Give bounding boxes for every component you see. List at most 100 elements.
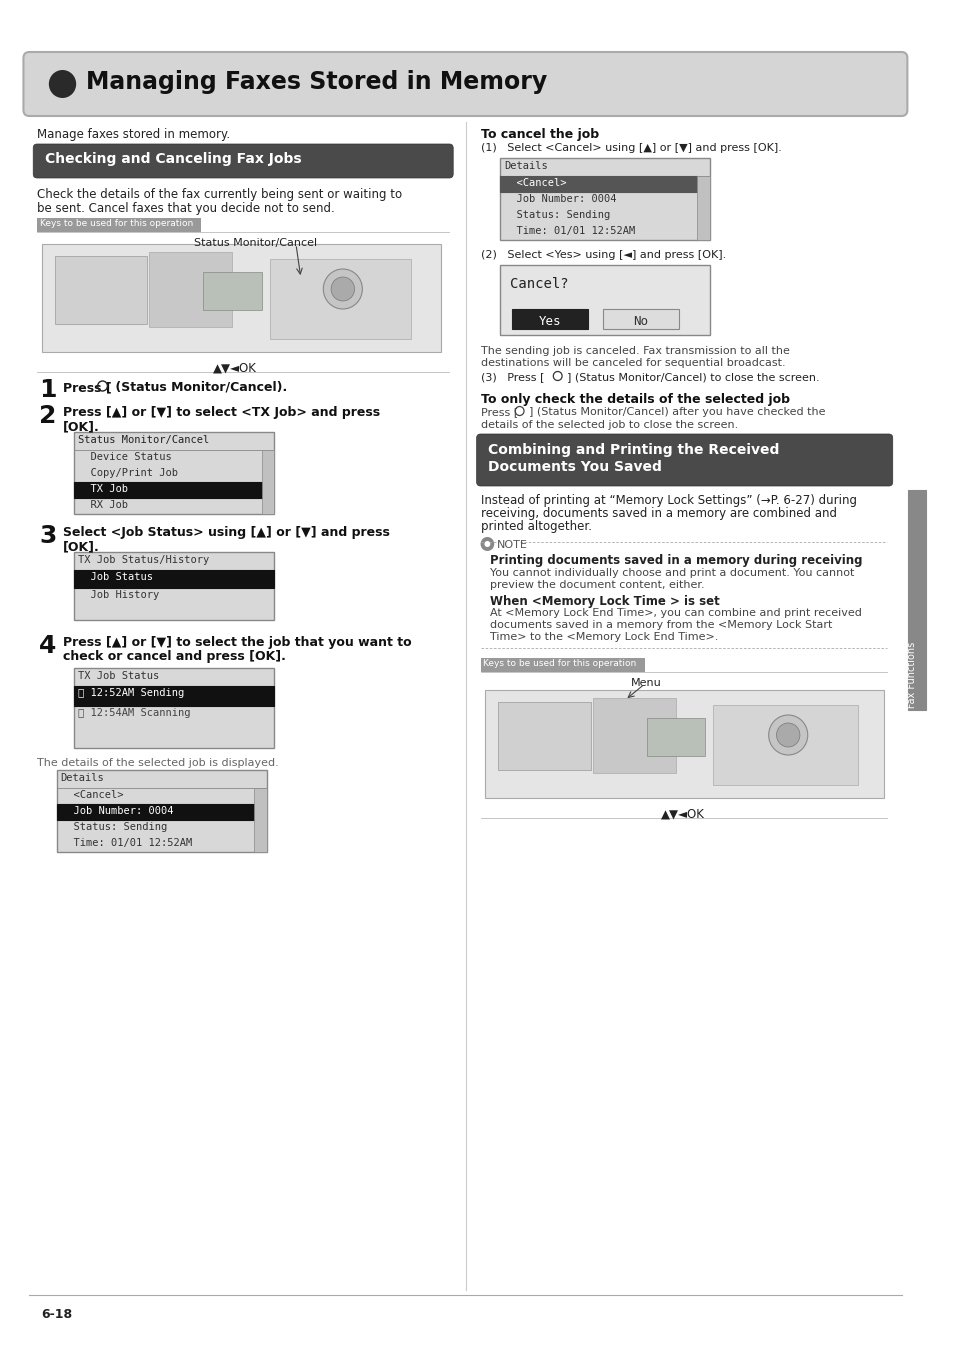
Text: Documents You Saved: Documents You Saved xyxy=(488,460,661,474)
Bar xyxy=(499,176,697,192)
Text: ⎙ 12:52AM Sending: ⎙ 12:52AM Sending xyxy=(78,688,184,698)
Bar xyxy=(261,450,274,514)
Text: (Status Monitor/Cancel).: (Status Monitor/Cancel). xyxy=(112,381,287,394)
Text: Job Number: 0004: Job Number: 0004 xyxy=(503,194,616,204)
Text: Press [: Press [ xyxy=(480,406,517,417)
Bar xyxy=(497,702,590,769)
Bar xyxy=(499,265,709,335)
Text: Press [▲] or [▼] to select the job that you want to: Press [▲] or [▼] to select the job that … xyxy=(63,636,411,649)
Bar xyxy=(499,158,709,240)
Text: Press [: Press [ xyxy=(63,381,112,394)
Text: 3: 3 xyxy=(39,524,56,548)
Circle shape xyxy=(331,277,355,301)
Text: 1: 1 xyxy=(39,378,56,402)
Bar xyxy=(74,482,261,498)
Circle shape xyxy=(323,269,362,309)
Bar xyxy=(602,309,679,329)
Text: Printing documents saved in a memory during receiving: Printing documents saved in a memory dur… xyxy=(490,554,862,567)
Text: TX Job: TX Job xyxy=(78,485,128,494)
Bar xyxy=(42,244,441,352)
Text: Job History: Job History xyxy=(78,590,159,599)
Text: Checking and Canceling Fax Jobs: Checking and Canceling Fax Jobs xyxy=(45,153,301,166)
Text: The sending job is canceled. Fax transmission to all the: The sending job is canceled. Fax transmi… xyxy=(480,346,788,356)
FancyBboxPatch shape xyxy=(476,433,892,486)
Text: The details of the selected job is displayed.: The details of the selected job is displ… xyxy=(37,757,278,768)
Text: Manage faxes stored in memory.: Manage faxes stored in memory. xyxy=(37,128,230,140)
Bar xyxy=(74,686,274,706)
Text: documents saved in a memory from the <Memory Lock Start: documents saved in a memory from the <Me… xyxy=(490,620,832,630)
Text: Menu: Menu xyxy=(631,678,661,688)
Text: Copy/Print Job: Copy/Print Job xyxy=(78,468,178,478)
Text: receiving, documents saved in a memory are combined and: receiving, documents saved in a memory a… xyxy=(480,508,836,520)
Bar xyxy=(480,657,644,672)
Bar xyxy=(270,259,411,339)
Text: Press [▲] or [▼] to select <TX Job> and press: Press [▲] or [▼] to select <TX Job> and … xyxy=(63,406,379,418)
Text: Status: Sending: Status: Sending xyxy=(503,211,610,220)
Text: ▲▼◄OK: ▲▼◄OK xyxy=(213,362,256,375)
Text: (3)   Press [: (3) Press [ xyxy=(480,373,543,382)
Text: Status: Sending: Status: Sending xyxy=(60,822,167,832)
Bar xyxy=(592,698,675,774)
Text: Details: Details xyxy=(60,774,104,783)
Text: Device Status: Device Status xyxy=(78,452,172,462)
Text: destinations will be canceled for sequential broadcast.: destinations will be canceled for sequen… xyxy=(480,358,784,369)
Text: You cannot individually choose and print a document. You cannot: You cannot individually choose and print… xyxy=(490,568,854,578)
Text: ] (Status Monitor/Cancel) to close the screen.: ] (Status Monitor/Cancel) to close the s… xyxy=(566,373,819,382)
FancyBboxPatch shape xyxy=(24,53,906,116)
Text: Status Monitor/Cancel: Status Monitor/Cancel xyxy=(78,435,209,446)
Bar xyxy=(56,769,267,852)
Bar xyxy=(74,432,274,514)
Circle shape xyxy=(484,541,490,547)
Bar xyxy=(74,552,274,620)
Text: 4: 4 xyxy=(39,634,56,657)
Text: be sent. Cancel faxes that you decide not to send.: be sent. Cancel faxes that you decide no… xyxy=(37,202,335,215)
Text: TX Job Status: TX Job Status xyxy=(78,671,159,680)
Text: <Cancel>: <Cancel> xyxy=(60,790,123,801)
Text: Time> to the <Memory Lock End Time>.: Time> to the <Memory Lock End Time>. xyxy=(490,632,718,643)
Bar xyxy=(485,690,883,798)
Text: (2)   Select <Yes> using [◄] and press [OK].: (2) Select <Yes> using [◄] and press [OK… xyxy=(480,250,725,261)
Text: [OK].: [OK]. xyxy=(63,420,99,433)
Text: At <Memory Lock End Time>, you can combine and print received: At <Memory Lock End Time>, you can combi… xyxy=(490,608,862,618)
Text: Yes: Yes xyxy=(538,315,560,328)
Bar xyxy=(56,805,253,819)
Text: Status Monitor/Cancel: Status Monitor/Cancel xyxy=(194,238,317,248)
Text: Using the Fax Functions: Using the Fax Functions xyxy=(906,641,916,759)
Bar xyxy=(697,176,709,240)
Text: No: No xyxy=(633,315,647,328)
Circle shape xyxy=(768,716,807,755)
Bar xyxy=(74,668,274,748)
Bar xyxy=(37,217,201,232)
Text: Select <Job Status> using [▲] or [▼] and press: Select <Job Status> using [▲] or [▼] and… xyxy=(63,526,389,539)
Text: TX Job Status/History: TX Job Status/History xyxy=(78,555,209,566)
Text: Check the details of the fax currently being sent or waiting to: Check the details of the fax currently b… xyxy=(37,188,402,201)
Circle shape xyxy=(49,70,76,99)
Bar xyxy=(712,705,857,784)
Text: Keys to be used for this operation: Keys to be used for this operation xyxy=(40,219,193,228)
Text: Time: 01/01 12:52AM: Time: 01/01 12:52AM xyxy=(503,225,635,236)
Circle shape xyxy=(480,537,494,551)
Text: 2: 2 xyxy=(39,404,56,428)
Text: RX Job: RX Job xyxy=(78,500,128,510)
Text: Combining and Printing the Received: Combining and Printing the Received xyxy=(488,443,779,458)
Text: <Cancel>: <Cancel> xyxy=(503,178,566,188)
Text: ⎙ 12:54AM Scanning: ⎙ 12:54AM Scanning xyxy=(78,707,191,718)
Text: Job Number: 0004: Job Number: 0004 xyxy=(60,806,172,815)
Text: To only check the details of the selected job: To only check the details of the selecte… xyxy=(480,393,789,406)
Text: 6-18: 6-18 xyxy=(41,1308,72,1322)
Text: NOTE: NOTE xyxy=(497,540,527,549)
Text: printed altogether.: printed altogether. xyxy=(480,520,591,533)
Text: Details: Details xyxy=(503,161,547,171)
Circle shape xyxy=(776,724,800,747)
Bar xyxy=(253,788,267,852)
Text: Managing Faxes Stored in Memory: Managing Faxes Stored in Memory xyxy=(86,70,547,95)
Bar xyxy=(74,570,274,589)
Text: Keys to be used for this operation: Keys to be used for this operation xyxy=(483,659,636,668)
Text: [OK].: [OK]. xyxy=(63,540,99,553)
Text: preview the document content, either.: preview the document content, either. xyxy=(490,580,704,590)
Text: ] (Status Monitor/Cancel) after you have checked the: ] (Status Monitor/Cancel) after you have… xyxy=(529,406,825,417)
Bar xyxy=(203,271,261,310)
Bar xyxy=(646,718,704,756)
Text: details of the selected job to close the screen.: details of the selected job to close the… xyxy=(480,420,737,431)
Text: Job Status: Job Status xyxy=(78,572,153,582)
